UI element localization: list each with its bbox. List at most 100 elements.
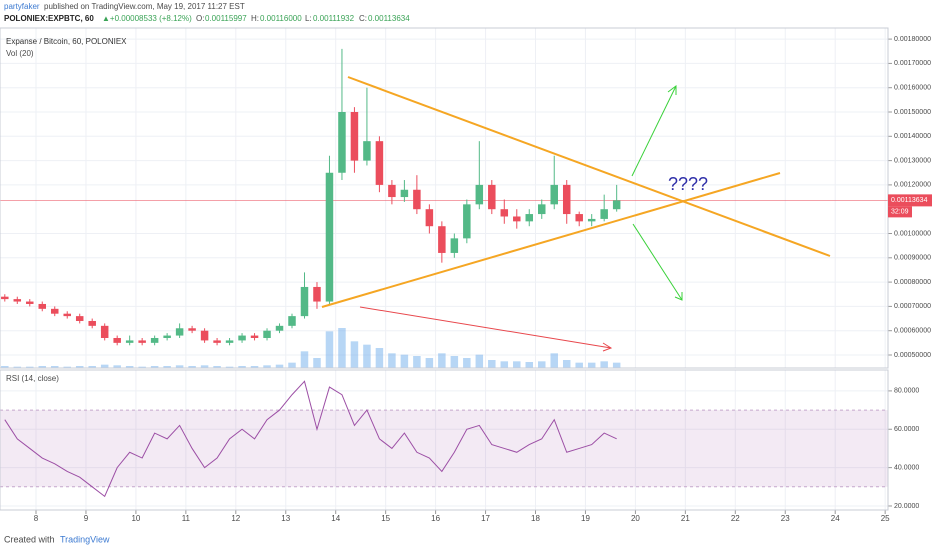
o-label: O: (196, 14, 204, 23)
candle-body (363, 141, 371, 161)
rsi-title: RSI (14, close) (6, 374, 59, 383)
y-tick-label: 0.00170000 (894, 60, 931, 67)
brand[interactable]: TradingView (60, 534, 110, 544)
c-value: 0.00113634 (368, 14, 410, 23)
candle-body (475, 184, 484, 205)
y-tick-label: 0.00160000 (894, 85, 931, 92)
candle-body (612, 200, 621, 210)
candle-body (562, 184, 571, 215)
candle-body (225, 340, 234, 343)
volume-bar (263, 365, 271, 368)
candle-body (538, 204, 546, 215)
candle-body (500, 209, 509, 217)
y-tick-label: 0.00080000 (894, 279, 931, 286)
volume-bar (63, 366, 71, 368)
o-value: 0.00115997 (205, 14, 247, 23)
candle-body (575, 214, 583, 222)
price-label: 0.00113634 (891, 197, 928, 204)
volume-arrow-head (602, 342, 613, 352)
created-with: Created with (4, 534, 55, 544)
candle-body (38, 303, 47, 309)
candle-body (238, 335, 246, 341)
candle-body (50, 308, 59, 314)
x-tick-label: 24 (831, 514, 840, 523)
candle-body (26, 301, 34, 304)
volume-bar (438, 353, 446, 368)
x-tick-label: 11 (182, 514, 191, 523)
x-tick-label: 17 (481, 514, 490, 523)
y-tick-label: 40.0000 (894, 464, 919, 471)
candle-body (587, 218, 596, 222)
candle-body (450, 238, 459, 253)
candle-body (425, 209, 434, 227)
volume-bar (238, 366, 246, 368)
y-tick-label: 0.00140000 (894, 133, 931, 140)
footer-bar (0, 530, 932, 550)
x-tick-label: 25 (881, 514, 890, 523)
volume-bar (488, 360, 496, 368)
x-tick-label: 21 (681, 514, 690, 523)
volume-bar (213, 366, 221, 368)
volume-bar (300, 351, 309, 368)
volume-bar (375, 348, 384, 368)
volume-bar (538, 361, 546, 368)
volume-bar (225, 366, 234, 368)
plot: 8 9 10 11 12 13 14 15 16 17 18 19 20 21 22 23 24 25 0.0005… (0, 28, 931, 523)
y-tick-label: 0.00050000 (894, 352, 931, 359)
candle-body (375, 141, 384, 185)
x-tick-label: 8 (34, 514, 39, 523)
candle-body (88, 320, 96, 326)
volume-bar (75, 366, 84, 368)
volume-bar (338, 328, 346, 368)
candle-body (125, 340, 134, 343)
candle-body (63, 313, 71, 317)
volume-bar (163, 366, 171, 368)
x-tick-label: 12 (231, 514, 240, 523)
volume-bar (26, 366, 34, 368)
volume-bar (525, 362, 534, 368)
y-tick-label: 0.00150000 (894, 109, 931, 116)
candle-body (325, 172, 334, 302)
volume-bar (113, 365, 121, 368)
x-tick-label: 23 (781, 514, 790, 523)
candle-body (313, 286, 321, 302)
x-tick-label: 20 (631, 514, 640, 523)
volume-bar (400, 354, 409, 368)
candle-body (263, 330, 271, 338)
candle-body (75, 316, 84, 321)
volume-bar (275, 364, 284, 368)
price-title: Expanse / Bitcoin, 60, POLONIEX (6, 37, 127, 46)
symbol: POLONIEX:EXPBTC, 60 (4, 14, 94, 23)
candle-body (463, 204, 471, 239)
candle-body (188, 328, 196, 331)
x-tick-label: 13 (281, 514, 290, 523)
volume-bar (13, 366, 22, 368)
volume-bar (200, 365, 209, 368)
price-label-box (888, 194, 932, 207)
candle-body (488, 184, 496, 210)
candle-body (150, 337, 159, 343)
volume-bar (612, 362, 621, 368)
y-tick-label: 0.00180000 (894, 36, 931, 43)
volume-label: Vol (20) (6, 49, 34, 58)
candle-body (438, 226, 446, 253)
x-tick-label: 15 (381, 514, 390, 523)
countdown-box (888, 206, 912, 218)
volume-bar (188, 366, 196, 368)
h-label: H: (251, 14, 259, 23)
volume-bar (550, 353, 558, 368)
y-tick-label: 0.00130000 (894, 157, 931, 164)
x-tick-label: 19 (581, 514, 590, 523)
y-tick-label: 0.00090000 (894, 255, 931, 262)
volume-bar (313, 358, 321, 368)
author[interactable]: partyfaker (4, 2, 40, 11)
upper-trendline (347, 76, 831, 257)
candle-body (338, 112, 346, 173)
volume-bar (587, 362, 596, 368)
down-arrow (632, 223, 683, 301)
x-tick-label: 18 (531, 514, 540, 523)
candle-body (13, 299, 22, 302)
volume-bar (125, 366, 134, 368)
y-tick-label: 20.0000 (894, 503, 919, 510)
